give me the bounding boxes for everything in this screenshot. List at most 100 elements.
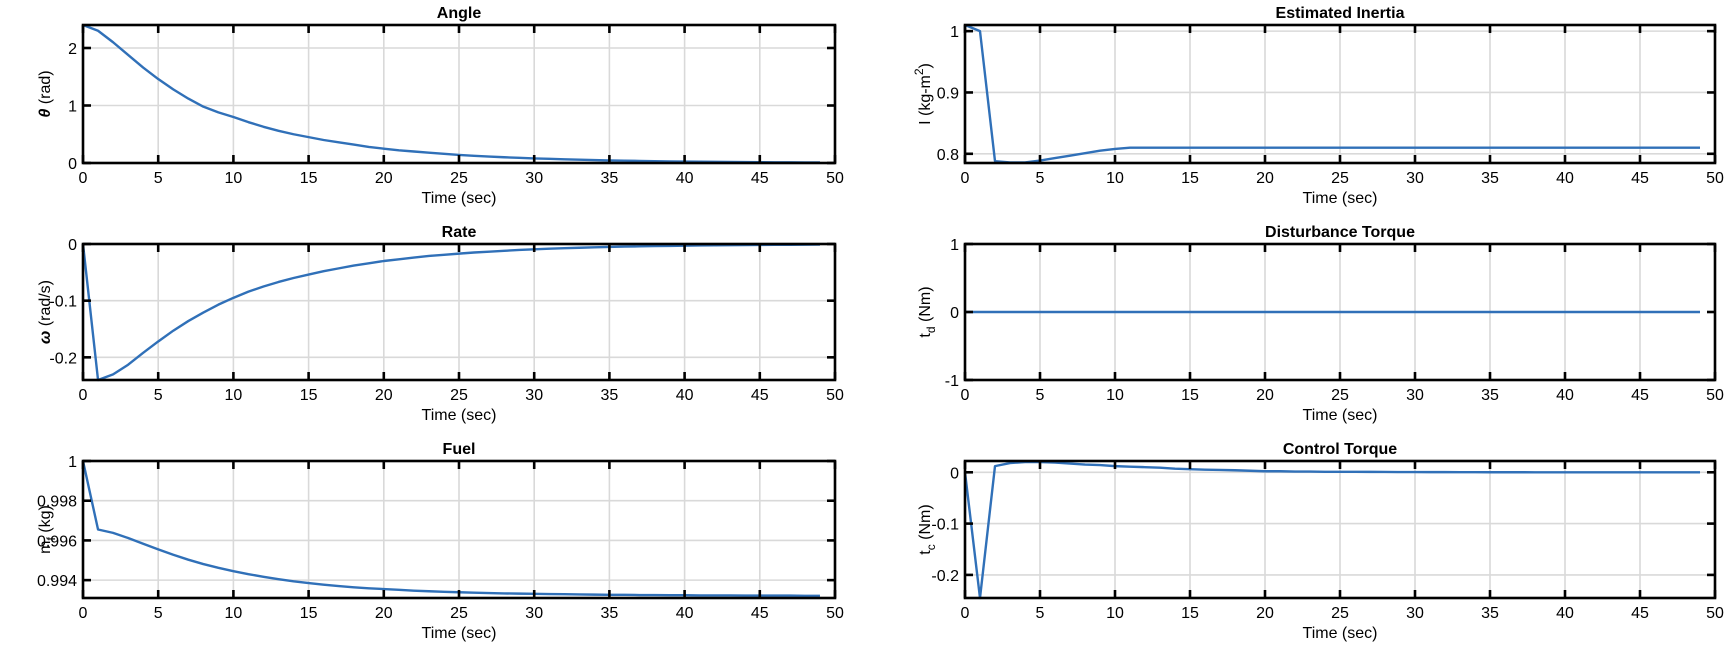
x-tick-label: 20 xyxy=(1256,605,1274,622)
x-tick-label: 10 xyxy=(1106,170,1124,187)
x-tick-label: 20 xyxy=(1256,387,1274,404)
x-tick-label: 45 xyxy=(1631,387,1649,404)
x-tick-label: 40 xyxy=(1556,605,1574,622)
subplot-rate: 0 5 10 15 20 25 30 35 40 45 50 -0.2 -0.1 0 Rate Time (s… xyxy=(37,224,844,424)
grid xyxy=(83,461,835,598)
x-tick-label: 10 xyxy=(1106,605,1124,622)
subplot-estimated-inertia: 0 5 10 15 20 25 30 35 40 45 50 0.8 0.9 1 Estimated Ine… xyxy=(912,5,1724,207)
y-tick-label: -1 xyxy=(945,373,959,390)
x-tick-label: 25 xyxy=(450,605,468,622)
x-tick-label: 35 xyxy=(601,605,619,622)
grid xyxy=(965,25,1715,163)
x-tick-label: 35 xyxy=(601,170,619,187)
x-axis-label: Time (sec) xyxy=(422,190,497,207)
series-line-theta xyxy=(82,23,820,164)
y-tick-label: 0 xyxy=(950,465,959,482)
x-tick-label: 15 xyxy=(1181,387,1199,404)
x-tick-label: 15 xyxy=(1181,170,1199,187)
x-tick-label: 0 xyxy=(79,387,88,404)
x-tick-label: 15 xyxy=(300,605,318,622)
series-line-inertia_estimate xyxy=(964,23,1700,164)
grid xyxy=(965,461,1715,598)
x-tick-label: 15 xyxy=(300,387,318,404)
x-tick-label: 0 xyxy=(961,387,970,404)
x-tick-label: 30 xyxy=(525,387,543,404)
y-axis-label: td (Nm) xyxy=(917,286,938,337)
y-tick-label: 1 xyxy=(950,24,959,41)
x-tick-label: 20 xyxy=(375,387,393,404)
y-axis-label: tc (Nm) xyxy=(917,504,938,554)
series-line-omega xyxy=(81,243,820,382)
x-tick-label: 50 xyxy=(826,387,844,404)
x-tick-label: 10 xyxy=(225,387,243,404)
x-tick-label: 30 xyxy=(1406,170,1424,187)
subplot-fuel: 0 5 10 15 20 25 30 35 40 45 50 0.994 0.996 0.998 1 Fuel… xyxy=(37,441,844,642)
x-tick-label: 25 xyxy=(450,170,468,187)
x-tick-label: 45 xyxy=(751,605,769,622)
x-tick-label: 35 xyxy=(1481,605,1499,622)
y-tick-label: 1 xyxy=(68,454,77,471)
x-tick-label: 40 xyxy=(1556,170,1574,187)
y-tick-label: 0 xyxy=(68,237,77,254)
y-tick-label: 0.996 xyxy=(37,533,77,550)
x-tick-label: 25 xyxy=(1331,170,1349,187)
x-tick-label: 50 xyxy=(1706,170,1724,187)
x-tick-label: 25 xyxy=(1331,605,1349,622)
x-tick-label: 45 xyxy=(751,387,769,404)
y-axis-label: I (kg-m2) xyxy=(912,63,934,125)
y-axis-label: θ (rad) xyxy=(37,70,54,117)
x-tick-label: 5 xyxy=(154,387,163,404)
subplot-title: Fuel xyxy=(443,441,476,458)
x-tick-label: 0 xyxy=(79,170,88,187)
y-tick-label: -0.1 xyxy=(931,517,959,534)
x-tick-label: 40 xyxy=(676,170,694,187)
x-tick-label: 0 xyxy=(961,170,970,187)
x-axis-label: Time (sec) xyxy=(422,625,497,642)
x-tick-label: 10 xyxy=(1106,387,1124,404)
x-tick-label: 50 xyxy=(826,605,844,622)
y-tick-label: 0.9 xyxy=(937,85,959,102)
x-tick-label: 5 xyxy=(1036,170,1045,187)
x-tick-label: 30 xyxy=(525,170,543,187)
x-tick-label: 20 xyxy=(375,170,393,187)
subplot-title: Rate xyxy=(442,224,477,241)
x-tick-label: 5 xyxy=(1036,387,1045,404)
subplot-title: Control Torque xyxy=(1283,441,1397,458)
x-tick-label: 20 xyxy=(375,605,393,622)
x-tick-label: 40 xyxy=(1556,387,1574,404)
x-tick-label: 25 xyxy=(450,387,468,404)
x-axis-label: Time (sec) xyxy=(1303,190,1378,207)
series-line-control_torque xyxy=(963,460,1700,600)
x-tick-label: 45 xyxy=(751,170,769,187)
x-tick-label: 35 xyxy=(601,387,619,404)
subplot-title: Angle xyxy=(437,5,482,22)
series-line-fuel_mass xyxy=(81,460,820,598)
x-tick-label: 5 xyxy=(154,170,163,187)
x-tick-label: 20 xyxy=(1256,170,1274,187)
x-tick-label: 25 xyxy=(1331,387,1349,404)
y-tick-label: -0.2 xyxy=(931,568,959,585)
x-tick-label: 35 xyxy=(1481,170,1499,187)
x-tick-label: 15 xyxy=(300,170,318,187)
x-tick-label: 50 xyxy=(1706,387,1724,404)
y-axis-label: ω (rad/s) xyxy=(37,280,54,344)
y-tick-label: 2 xyxy=(68,41,77,58)
x-axis-label: Time (sec) xyxy=(1303,625,1378,642)
subplot-title: Disturbance Torque xyxy=(1265,224,1415,241)
x-tick-label: 5 xyxy=(1036,605,1045,622)
x-tick-label: 10 xyxy=(225,605,243,622)
x-tick-label: 50 xyxy=(826,170,844,187)
x-tick-label: 45 xyxy=(1631,170,1649,187)
x-tick-label: 0 xyxy=(961,605,970,622)
y-tick-label: 1 xyxy=(68,99,77,116)
x-tick-label: 30 xyxy=(1406,605,1424,622)
x-tick-label: 40 xyxy=(676,605,694,622)
x-tick-label: 35 xyxy=(1481,387,1499,404)
y-tick-label: 0 xyxy=(950,305,959,322)
x-axis-label: Time (sec) xyxy=(422,407,497,424)
x-tick-label: 15 xyxy=(1181,605,1199,622)
subplot-angle: 0 5 10 15 20 25 30 35 40 45 50 0 1 2 Angle Time (sec) θ … xyxy=(37,5,844,207)
x-tick-label: 45 xyxy=(1631,605,1649,622)
